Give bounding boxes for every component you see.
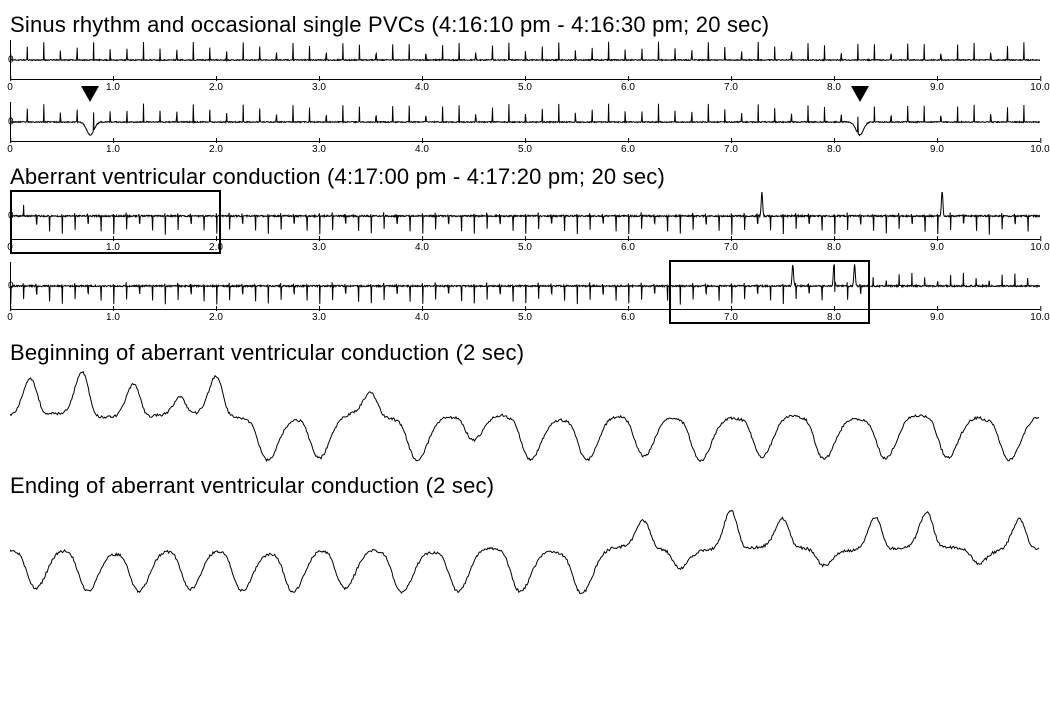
section-title-aberrant: Aberrant ventricular conduction (4:17:00… xyxy=(10,164,1040,190)
x-tick-label: 6.0 xyxy=(621,144,635,155)
x-tick-label: 5.0 xyxy=(518,144,532,155)
x-tick-label: 3.0 xyxy=(312,312,326,323)
x-tick-label: 7.0 xyxy=(724,144,738,155)
axis-ticks-sinus-1: 01.02.03.04.05.06.07.08.09.010.0 xyxy=(10,82,1040,96)
x-tick-label: 5.0 xyxy=(518,242,532,253)
x-tick-label: 7.0 xyxy=(724,242,738,253)
x-tick-label: 1.0 xyxy=(106,242,120,253)
waveform-svg xyxy=(10,501,1040,596)
waveform-svg xyxy=(10,368,1040,463)
x-tick-label: 0 xyxy=(7,82,13,93)
x-tick-label: 4.0 xyxy=(415,82,429,93)
axis-ticks-aberrant-2: 01.02.03.04.05.06.07.08.09.010.0 xyxy=(10,312,1040,326)
x-tick-label: 3.0 xyxy=(312,144,326,155)
x-tick-label: 8.0 xyxy=(827,242,841,253)
x-tick-label: 0 xyxy=(7,242,13,253)
axis-ticks-aberrant-1: 01.02.03.04.05.06.07.08.09.010.0 xyxy=(10,242,1040,256)
pvc-marker-icon xyxy=(81,86,99,102)
x-tick-label: 1.0 xyxy=(106,312,120,323)
x-tick-label: 4.0 xyxy=(415,144,429,155)
y-zero-label: 0 xyxy=(8,281,14,292)
x-tick-label: 9.0 xyxy=(930,144,944,155)
x-tick-label: 2.0 xyxy=(209,82,223,93)
x-tick-label: 2.0 xyxy=(209,242,223,253)
section-title-begin-detail: Beginning of aberrant ventricular conduc… xyxy=(10,340,1040,366)
x-tick-label: 2.0 xyxy=(209,144,223,155)
axis-ticks-sinus-2: 01.02.03.04.05.06.07.08.09.010.0 xyxy=(10,144,1040,158)
x-tick-label: 9.0 xyxy=(930,312,944,323)
pvc-marker-icon xyxy=(851,86,869,102)
y-zero-label: 0 xyxy=(8,55,14,66)
x-tick-label: 4.0 xyxy=(415,242,429,253)
waveform-svg xyxy=(10,40,1040,80)
x-tick-label: 1.0 xyxy=(106,82,120,93)
x-tick-label: 8.0 xyxy=(827,312,841,323)
x-tick-label: 6.0 xyxy=(621,242,635,253)
x-tick-label: 7.0 xyxy=(724,82,738,93)
x-tick-label: 10.0 xyxy=(1030,82,1049,93)
y-zero-label: 0 xyxy=(8,211,14,222)
ecg-detail-begin xyxy=(10,368,1040,463)
x-tick-label: 6.0 xyxy=(621,312,635,323)
x-tick-label: 7.0 xyxy=(724,312,738,323)
x-tick-label: 0 xyxy=(7,312,13,323)
x-tick-label: 10.0 xyxy=(1030,144,1049,155)
section-title-end-detail: Ending of aberrant ventricular conductio… xyxy=(10,473,1040,499)
ecg-strip-sinus-1: 0 xyxy=(10,40,1040,80)
x-tick-label: 1.0 xyxy=(106,144,120,155)
ecg-strip-sinus-2: 0 xyxy=(10,102,1040,142)
x-tick-label: 5.0 xyxy=(518,82,532,93)
x-tick-label: 8.0 xyxy=(827,144,841,155)
x-tick-label: 0 xyxy=(7,144,13,155)
x-tick-label: 2.0 xyxy=(209,312,223,323)
x-tick-label: 10.0 xyxy=(1030,242,1049,253)
waveform-svg xyxy=(10,262,1040,310)
x-tick-label: 6.0 xyxy=(621,82,635,93)
x-tick-label: 9.0 xyxy=(930,242,944,253)
waveform-svg xyxy=(10,192,1040,240)
x-tick-label: 8.0 xyxy=(827,82,841,93)
waveform-svg xyxy=(10,102,1040,142)
x-tick-label: 4.0 xyxy=(415,312,429,323)
y-zero-label: 0 xyxy=(8,117,14,128)
ecg-detail-end xyxy=(10,501,1040,596)
x-tick-label: 9.0 xyxy=(930,82,944,93)
x-tick-label: 5.0 xyxy=(518,312,532,323)
ecg-strip-aberrant-1: 0 xyxy=(10,192,1040,240)
x-tick-label: 10.0 xyxy=(1030,312,1049,323)
x-tick-label: 3.0 xyxy=(312,242,326,253)
ecg-strip-aberrant-2: 0 xyxy=(10,262,1040,310)
x-tick-label: 3.0 xyxy=(312,82,326,93)
section-title-sinus: Sinus rhythm and occasional single PVCs … xyxy=(10,12,1040,38)
